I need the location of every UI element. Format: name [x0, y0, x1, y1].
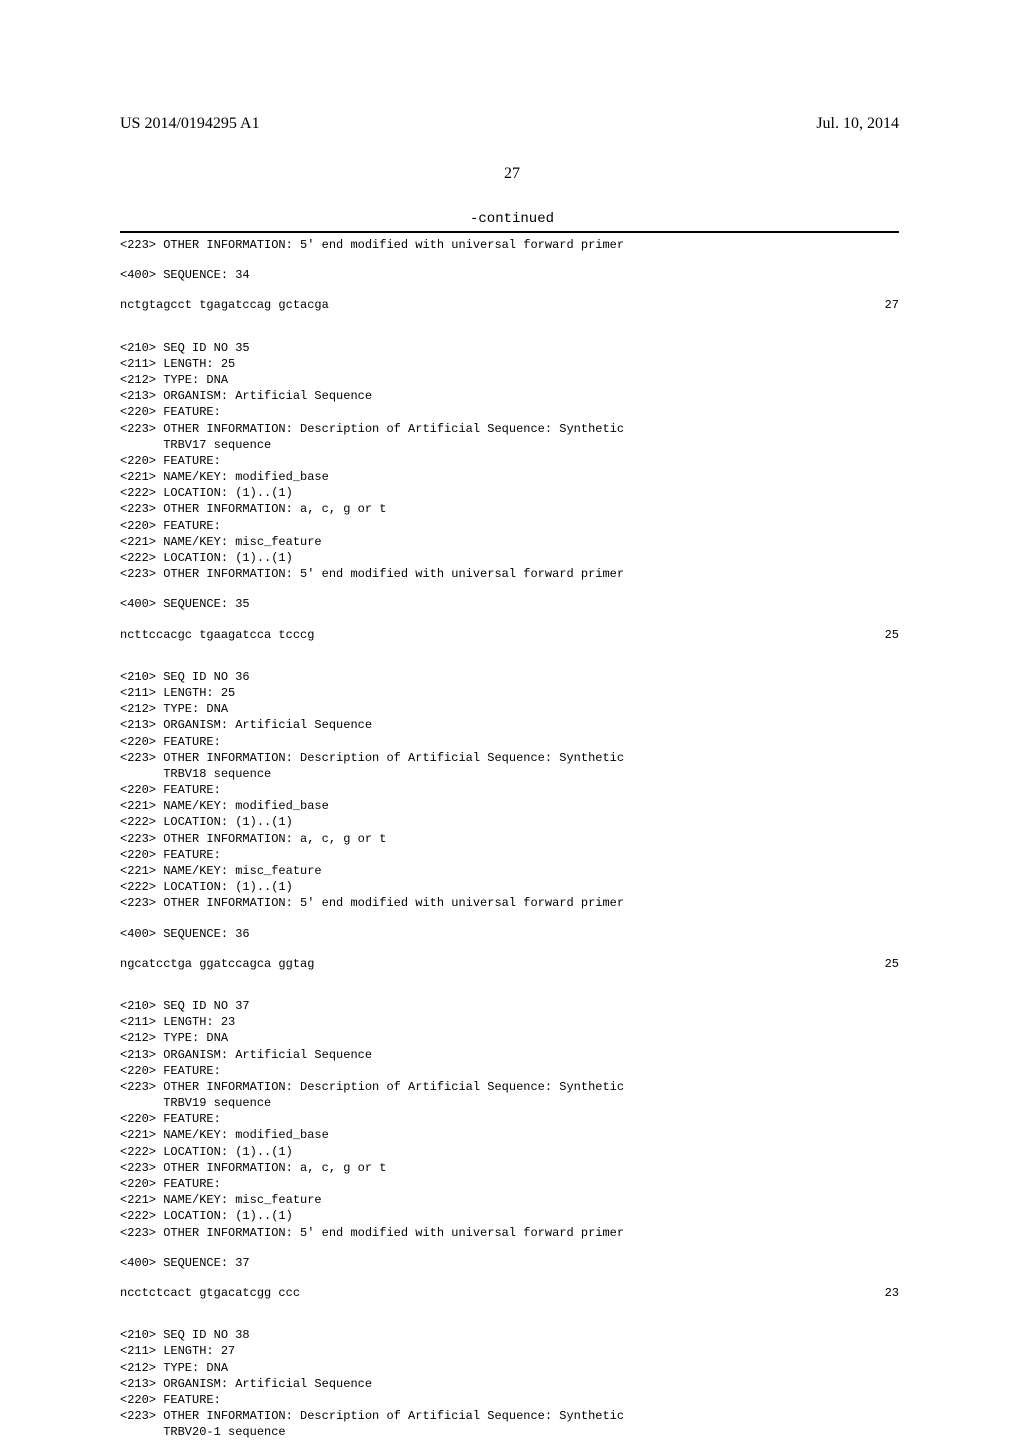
sequence-row: ncctctcact gtgacatcgg ccc 23	[120, 1285, 899, 1301]
sequence-length: 25	[885, 956, 899, 972]
seq-meta-line: <220> FEATURE:	[120, 1063, 899, 1079]
seq-meta-line: <221> NAME/KEY: misc_feature	[120, 1192, 899, 1208]
seq-meta-line: <221> NAME/KEY: misc_feature	[120, 534, 899, 550]
spacer	[120, 314, 899, 340]
spacer	[120, 1241, 899, 1255]
seq-meta-line: <211> LENGTH: 27	[120, 1343, 899, 1359]
page-header: US 2014/0194295 A1 Jul. 10, 2014	[0, 0, 1024, 133]
seq-meta-line: <223> OTHER INFORMATION: 5' end modified…	[120, 895, 899, 911]
seq-meta-line: <210> SEQ ID NO 37	[120, 998, 899, 1014]
seq-meta-line: TRBV17 sequence	[120, 437, 899, 453]
seq-meta-line: <213> ORGANISM: Artificial Sequence	[120, 1047, 899, 1063]
seq-header-line: <400> SEQUENCE: 34	[120, 267, 899, 283]
seq-meta-line: <210> SEQ ID NO 38	[120, 1327, 899, 1343]
seq-meta-line: <210> SEQ ID NO 35	[120, 340, 899, 356]
seq-meta-line: <222> LOCATION: (1)..(1)	[120, 814, 899, 830]
seq-meta-line: <222> LOCATION: (1)..(1)	[120, 550, 899, 566]
seq-meta-line: <211> LENGTH: 23	[120, 1014, 899, 1030]
seq-header-line: <400> SEQUENCE: 37	[120, 1255, 899, 1271]
seq-meta-line: TRBV18 sequence	[120, 766, 899, 782]
seq-meta-line: <220> FEATURE:	[120, 518, 899, 534]
sequence-row: nctgtagcct tgagatccag gctacga 27	[120, 297, 899, 313]
seq-meta-line: <212> TYPE: DNA	[120, 372, 899, 388]
seq-meta-line: TRBV19 sequence	[120, 1095, 899, 1111]
seq-header-line: <400> SEQUENCE: 36	[120, 926, 899, 942]
sequence-text: ncttccacgc tgaagatcca tcccg	[120, 627, 314, 643]
publication-date: Jul. 10, 2014	[816, 115, 899, 133]
seq-meta-line: TRBV20-1 sequence	[120, 1424, 899, 1440]
seq-meta-line: <220> FEATURE:	[120, 782, 899, 798]
spacer	[120, 253, 899, 267]
seq-meta-line: <220> FEATURE:	[120, 404, 899, 420]
sequence-row: ncttccacgc tgaagatcca tcccg 25	[120, 627, 899, 643]
seq-meta-line: <220> FEATURE:	[120, 734, 899, 750]
seq-meta-line: <211> LENGTH: 25	[120, 685, 899, 701]
seq-header-line: <400> SEQUENCE: 35	[120, 596, 899, 612]
seq-meta-line: <220> FEATURE:	[120, 1111, 899, 1127]
sequence-text: nctgtagcct tgagatccag gctacga	[120, 297, 329, 313]
seq-meta-line: <223> OTHER INFORMATION: 5' end modified…	[120, 237, 899, 253]
seq-meta-line: <222> LOCATION: (1)..(1)	[120, 1144, 899, 1160]
page-number: 27	[0, 165, 1024, 183]
seq-meta-line: <220> FEATURE:	[120, 453, 899, 469]
seq-meta-line: <223> OTHER INFORMATION: a, c, g or t	[120, 501, 899, 517]
seq-meta-line: <213> ORGANISM: Artificial Sequence	[120, 717, 899, 733]
seq-meta-line: <221> NAME/KEY: misc_feature	[120, 863, 899, 879]
seq-meta-line: <223> OTHER INFORMATION: 5' end modified…	[120, 566, 899, 582]
seq-meta-line: <212> TYPE: DNA	[120, 1360, 899, 1376]
seq-meta-line: <223> OTHER INFORMATION: a, c, g or t	[120, 1160, 899, 1176]
spacer	[120, 582, 899, 596]
seq-meta-line: <223> OTHER INFORMATION: Description of …	[120, 421, 899, 437]
seq-meta-line: <223> OTHER INFORMATION: 5' end modified…	[120, 1225, 899, 1241]
seq-meta-line: <211> LENGTH: 25	[120, 356, 899, 372]
seq-meta-line: <220> FEATURE:	[120, 1176, 899, 1192]
seq-meta-line: <213> ORGANISM: Artificial Sequence	[120, 1376, 899, 1392]
spacer	[120, 972, 899, 998]
seq-meta-line: <222> LOCATION: (1)..(1)	[120, 485, 899, 501]
continued-label: -continued	[0, 211, 1024, 229]
sequence-length: 27	[885, 297, 899, 313]
seq-meta-line: <223> OTHER INFORMATION: a, c, g or t	[120, 831, 899, 847]
seq-meta-line: <221> NAME/KEY: modified_base	[120, 1127, 899, 1143]
publication-number: US 2014/0194295 A1	[120, 115, 260, 133]
seq-meta-line: <222> LOCATION: (1)..(1)	[120, 1208, 899, 1224]
spacer	[120, 283, 899, 297]
seq-meta-line: <222> LOCATION: (1)..(1)	[120, 879, 899, 895]
sequence-text: ngcatcctga ggatccagca ggtag	[120, 956, 314, 972]
spacer	[120, 643, 899, 669]
seq-meta-line: <223> OTHER INFORMATION: Description of …	[120, 1408, 899, 1424]
spacer	[120, 1271, 899, 1285]
spacer	[120, 1301, 899, 1327]
seq-meta-line: <210> SEQ ID NO 36	[120, 669, 899, 685]
seq-meta-line: <212> TYPE: DNA	[120, 701, 899, 717]
seq-meta-line: <221> NAME/KEY: modified_base	[120, 469, 899, 485]
seq-meta-line: <220> FEATURE:	[120, 847, 899, 863]
spacer	[120, 912, 899, 926]
sequence-listing: <223> OTHER INFORMATION: 5' end modified…	[0, 233, 1024, 1440]
seq-meta-line: <221> NAME/KEY: modified_base	[120, 798, 899, 814]
sequence-text: ncctctcact gtgacatcgg ccc	[120, 1285, 300, 1301]
spacer	[120, 942, 899, 956]
seq-meta-line: <223> OTHER INFORMATION: Description of …	[120, 750, 899, 766]
sequence-row: ngcatcctga ggatccagca ggtag 25	[120, 956, 899, 972]
seq-meta-line: <213> ORGANISM: Artificial Sequence	[120, 388, 899, 404]
sequence-length: 25	[885, 627, 899, 643]
spacer	[120, 613, 899, 627]
seq-meta-line: <223> OTHER INFORMATION: Description of …	[120, 1079, 899, 1095]
seq-meta-line: <212> TYPE: DNA	[120, 1030, 899, 1046]
sequence-length: 23	[885, 1285, 899, 1301]
seq-meta-line: <220> FEATURE:	[120, 1392, 899, 1408]
